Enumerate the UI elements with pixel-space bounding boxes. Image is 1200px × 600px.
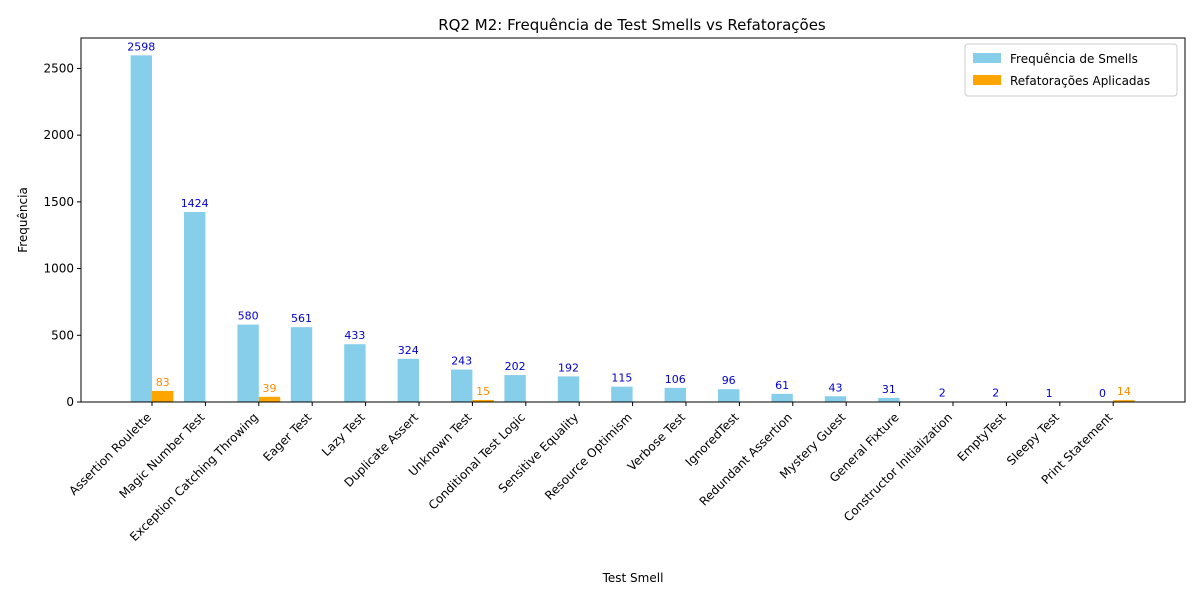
smell-bar-7 [504, 375, 526, 402]
chart-title: RQ2 M2: Frequência de Test Smells vs Ref… [438, 16, 826, 34]
smell-value-label-16: 2 [992, 387, 999, 400]
x-tick-label-11: IgnoredTest [683, 410, 742, 469]
smell-bar-13 [824, 396, 847, 402]
smell-bar-1 [184, 211, 206, 402]
smell-value-label-13: 43 [829, 381, 843, 394]
smell-bar-5 [397, 358, 419, 402]
smell-value-label-0: 2598 [127, 40, 155, 53]
refactor-bar-18 [1113, 400, 1135, 402]
smell-bar-9 [611, 386, 633, 402]
smell-value-label-8: 192 [558, 361, 579, 374]
smell-bar-2 [237, 324, 259, 402]
y-tick-label-2: 1000 [43, 262, 74, 276]
y-tick-label-1: 500 [51, 328, 74, 342]
y-tick-label-4: 2000 [43, 128, 74, 142]
smell-value-label-1: 1424 [181, 197, 209, 210]
smell-bar-4 [344, 344, 366, 402]
x-tick-label-17: Sleepy Test [1004, 410, 1062, 468]
x-tick-label-16: EmptyTest [955, 410, 1009, 464]
smell-value-label-17: 1 [1046, 387, 1053, 400]
y-axis: 0 500 1000 1500 2000 2500 [43, 61, 81, 409]
legend-box [964, 43, 1178, 97]
refactor-bar-0 [152, 390, 174, 402]
refactor-value-label-18: 14 [1117, 385, 1131, 398]
smell-value-label-18: 0 [1099, 387, 1106, 400]
smell-value-label-2: 580 [238, 310, 259, 323]
x-tick-label-7: Conditional Test Logic [426, 410, 528, 512]
smell-value-label-11: 96 [722, 374, 736, 387]
smell-value-label-14: 31 [882, 383, 896, 396]
legend-swatch-1 [973, 75, 1001, 85]
smell-bar-3 [290, 327, 313, 402]
x-tick-label-9: Resource Optimism [542, 410, 635, 503]
y-tick-label-5: 2500 [43, 61, 74, 75]
x-tick-label-15: Constructor Initialization [841, 410, 955, 524]
refactor-bar-2 [258, 396, 281, 402]
smell-bar-0 [130, 55, 152, 403]
x-axis-label: Test Smell [602, 571, 664, 585]
legend-swatch-0 [973, 53, 1001, 63]
legend-label-0: Frequência de Smells [1010, 52, 1138, 66]
refactor-value-label-0: 83 [156, 376, 170, 389]
legend-label-1: Refatorações Aplicadas [1010, 74, 1150, 88]
smell-bar-8 [557, 376, 580, 402]
smell-value-label-3: 561 [291, 312, 312, 325]
smell-value-label-10: 106 [665, 373, 686, 386]
smell-bar-12 [771, 393, 793, 402]
smell-bar-14 [878, 397, 900, 402]
refactor-value-label-2: 39 [263, 382, 277, 395]
smell-value-label-15: 2 [939, 387, 946, 400]
x-tick-label-10: Verbose Test [625, 410, 689, 474]
x-tick-label-4: Lazy Test [319, 410, 368, 459]
y-axis-label: Frequência [16, 187, 30, 253]
smell-value-label-9: 115 [611, 372, 632, 385]
y-tick-label-0: 0 [66, 395, 74, 409]
bars-group [130, 55, 1135, 403]
y-tick-label-3: 1500 [43, 195, 74, 209]
smell-bar-6 [451, 369, 473, 402]
smell-value-label-4: 433 [344, 329, 365, 342]
x-tick-label-3: Eager Test [260, 410, 314, 464]
refactor-bar-6 [472, 399, 494, 402]
smell-bar-10 [664, 387, 686, 402]
smell-value-label-12: 61 [775, 379, 789, 392]
smell-value-label-5: 324 [398, 344, 419, 357]
smell-bar-11 [718, 389, 740, 402]
smell-value-label-6: 243 [451, 355, 472, 368]
refactor-value-label-6: 15 [476, 385, 490, 398]
smell-value-label-7: 202 [505, 360, 526, 373]
x-tick-label-12: Redundant Assertion [697, 410, 795, 508]
legend: Frequência de Smells Refatorações Aplicad… [964, 43, 1178, 97]
